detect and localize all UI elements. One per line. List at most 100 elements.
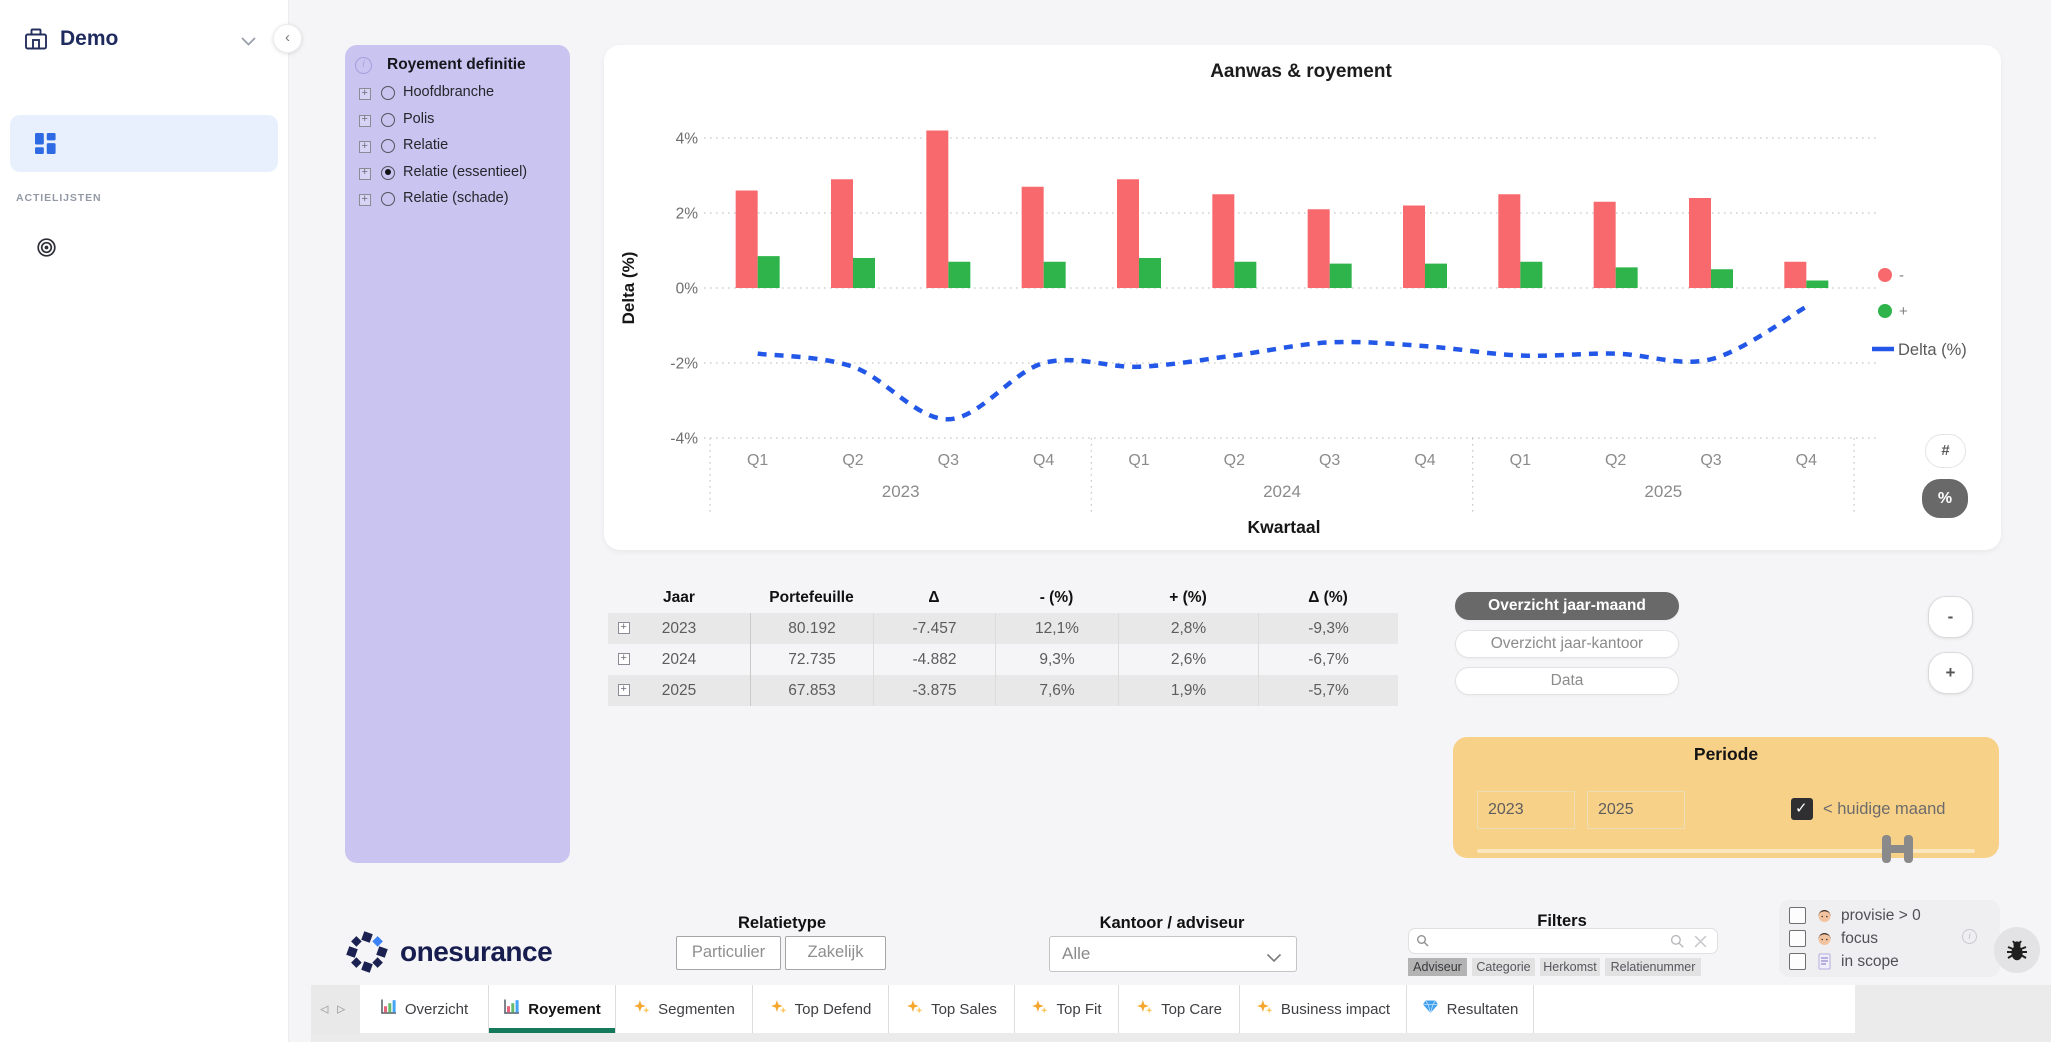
view-button-overzicht-jaar-kantoor[interactable]: Overzicht jaar-kantoor	[1455, 629, 1679, 658]
filter-tab-herkomst[interactable]: Herkomst	[1540, 958, 1600, 976]
zoom-in-button[interactable]: +	[1928, 652, 1973, 694]
tab-top-care[interactable]: Top Care	[1119, 985, 1240, 1033]
row-expand-icon[interactable]	[618, 683, 630, 696]
definition-option[interactable]: Relatie (essentieel)	[345, 163, 570, 189]
chevron-down-icon[interactable]	[241, 34, 256, 46]
tab-top-defend[interactable]: Top Defend	[753, 985, 889, 1033]
table-cell: 2,6%	[1118, 644, 1258, 675]
option-radio[interactable]	[381, 86, 395, 100]
active-tab-underline	[489, 1028, 615, 1033]
periode-slider-handle[interactable]	[1882, 835, 1914, 863]
definition-option[interactable]: Relatie	[345, 136, 570, 162]
definition-option[interactable]: Hoofdbranche	[345, 83, 570, 109]
view-button-overzicht-jaar-maand[interactable]: Overzicht jaar-maand	[1455, 592, 1679, 620]
svg-text:Q2: Q2	[1224, 452, 1245, 469]
bar-chart-icon	[503, 998, 520, 1020]
sidebar-collapse-button[interactable]: ‹	[273, 24, 302, 53]
definition-option[interactable]: Polis	[345, 110, 570, 136]
percentage-values-button[interactable]: %	[1922, 479, 1968, 518]
kantoor-adviseur-dropdown[interactable]: Alle	[1049, 936, 1297, 972]
table-cell: 9,3%	[995, 644, 1118, 675]
table-cell: 2025	[661, 682, 697, 699]
zoom-out-button[interactable]: -	[1928, 596, 1973, 638]
filter-tab-adviseur[interactable]: Adviseur	[1408, 958, 1467, 976]
tab-business-impact[interactable]: Business impact	[1240, 985, 1407, 1033]
filter-tab-relatienummer[interactable]: Relatienummer	[1605, 958, 1701, 976]
tab-top-sales[interactable]: Top Sales	[889, 985, 1015, 1033]
expand-plus-icon[interactable]	[359, 87, 371, 100]
relatietype-button-particulier[interactable]: Particulier	[676, 936, 781, 970]
row-expand-icon[interactable]	[618, 621, 630, 634]
tab-segmenten[interactable]: Segmenten	[616, 985, 753, 1033]
flag-checkbox[interactable]	[1789, 907, 1806, 924]
svg-text:Q2: Q2	[842, 452, 863, 469]
periode-to-input[interactable]	[1587, 791, 1685, 829]
option-label: Hoofdbranche	[403, 84, 495, 100]
option-radio[interactable]	[381, 139, 395, 153]
relatietype-button-zakelijk[interactable]: Zakelijk	[785, 936, 886, 970]
svg-text:2024: 2024	[1263, 482, 1301, 501]
table-cell: 1,9%	[1118, 675, 1258, 706]
option-radio[interactable]	[381, 112, 395, 127]
bar-chart-icon	[380, 998, 397, 1020]
table-cell: 7,6%	[995, 675, 1118, 706]
table-cell: -4.882	[873, 644, 995, 675]
table-column-header: + (%)	[1169, 589, 1207, 606]
flag-checkbox[interactable]	[1789, 953, 1806, 970]
definition-header: i Royement definitie	[345, 55, 570, 79]
svg-text:0%: 0%	[676, 281, 699, 298]
prev-tab-arrow-icon[interactable]: ◃	[320, 999, 329, 1018]
expand-plus-icon[interactable]	[359, 140, 371, 153]
view-button-data[interactable]: Data	[1455, 667, 1679, 695]
flag-row: in scope	[1779, 951, 2000, 973]
periode-from-input[interactable]	[1477, 791, 1575, 829]
royement-definitie-panel: i Royement definitie Hoofdbranche Polis Re…	[345, 45, 570, 863]
report-tabbar: ◃ ▹ Overzicht Royement Segmenten Top Defend…	[311, 985, 2051, 1033]
bug-report-button[interactable]	[1994, 927, 2040, 973]
search-icon[interactable]	[1670, 934, 1685, 954]
option-radio[interactable]	[381, 192, 395, 206]
aanwas-royement-chart: 4% 2% 0% -2% -4% Q1 Q2 Q3 Q4 Q1 Q2 Q3 Q4 Q1 Q2 Q3 Q4 2023…	[619, 61, 1967, 537]
tab-top-fit[interactable]: Top Fit	[1015, 985, 1119, 1033]
sidebar-item-focus[interactable]	[0, 232, 289, 264]
huidige-maand-checkbox[interactable]	[1791, 798, 1813, 820]
flags-panel: provisie > 0 focus in scope i	[1779, 900, 2000, 977]
workspace-switcher[interactable]: Demo	[0, 20, 289, 68]
tab-label: Business impact	[1280, 1000, 1391, 1018]
chart-legend[interactable]: - + Delta (%)	[1872, 267, 1967, 359]
tab-overzicht[interactable]: Overzicht	[360, 985, 489, 1033]
filter-search-input[interactable]	[1433, 930, 1653, 952]
sidebar-item-dashboard[interactable]	[10, 115, 278, 172]
row-expand-icon[interactable]	[618, 652, 630, 665]
expand-plus-icon[interactable]	[359, 166, 371, 180]
brand-name: onesurance	[400, 936, 553, 967]
search-icon	[1416, 934, 1430, 953]
tab-label: Top Sales	[931, 1000, 997, 1018]
tab-resultaten[interactable]: Resultaten	[1407, 985, 1534, 1033]
next-tab-arrow-icon[interactable]: ▹	[337, 999, 346, 1018]
svg-text:Q1: Q1	[1128, 452, 1149, 469]
tab-label: Resultaten	[1446, 1000, 1519, 1018]
definition-option[interactable]: Relatie (schade)	[345, 189, 570, 215]
absolute-values-button[interactable]: #	[1925, 434, 1966, 468]
table-cell: -3.875	[873, 675, 995, 706]
table-header: Jaar Portefeuille Δ - (%) + (%) Δ (%)	[608, 585, 1398, 613]
filter-tab-categorie[interactable]: Categorie	[1472, 958, 1535, 976]
svg-text:Q4: Q4	[1414, 452, 1435, 469]
tab-scroll-arrows: ◃ ▹	[311, 985, 360, 1033]
svg-text:Kwartaal: Kwartaal	[1248, 517, 1321, 537]
periode-slider-track[interactable]	[1477, 849, 1975, 853]
flag-checkbox[interactable]	[1789, 930, 1806, 947]
clear-search-icon[interactable]	[1693, 934, 1708, 954]
tab-royement[interactable]: Royement	[489, 985, 616, 1033]
svg-text:Aanwas & royement: Aanwas & royement	[1210, 61, 1392, 82]
option-radio[interactable]	[381, 165, 395, 180]
tab-label: Top Care	[1161, 1000, 1222, 1018]
svg-text:Q4: Q4	[1033, 452, 1054, 469]
expand-plus-icon[interactable]	[359, 193, 371, 206]
expand-plus-icon[interactable]	[359, 113, 371, 127]
